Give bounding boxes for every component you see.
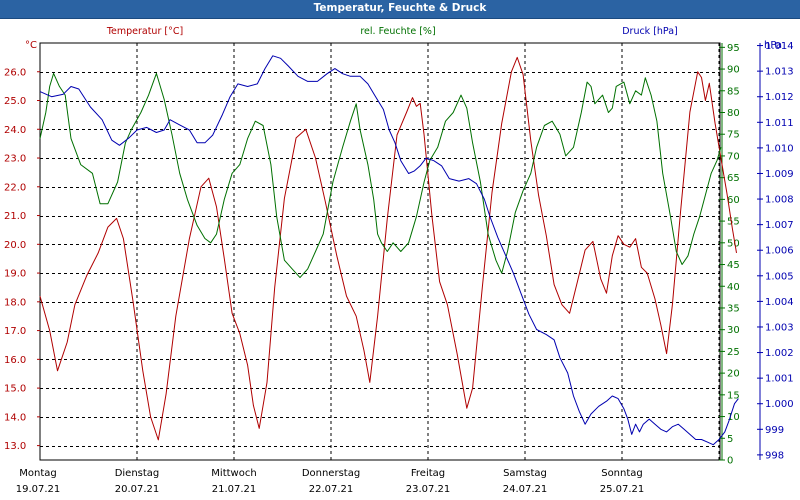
- temperature-tick-label: 21.0: [4, 211, 26, 222]
- temperature-tick-label: 14.0: [4, 412, 26, 423]
- pressure-series-line: [39, 55, 739, 446]
- pressure-axis-title: Druck [hPa]: [622, 26, 678, 37]
- humidity-axis-title: rel. Feuchte [%]: [360, 26, 435, 37]
- pressure-tick-label: 1.013: [765, 67, 794, 78]
- x-tick-date: 22.07.21: [309, 484, 354, 495]
- x-tick-date: 23.07.21: [406, 484, 451, 495]
- temperature-tick-label: 15.0: [4, 384, 26, 395]
- humidity-tick-label: 85: [727, 86, 740, 97]
- axis-labels: Temperatur [°C] rel. Feuchte [%] Druck [hP…: [16, 26, 678, 495]
- pressure-tick-label: 1.003: [765, 322, 794, 333]
- humidity-tick-label: 45: [727, 260, 740, 271]
- humidity-series-line: [39, 72, 722, 279]
- pressure-tick-label: 1.011: [765, 118, 794, 129]
- humidity-tick-label: 40: [727, 282, 740, 293]
- humidity-tick-label: 75: [727, 130, 740, 141]
- pressure-tick-label: 1.010: [765, 143, 794, 154]
- humidity-tick-label: 55: [727, 217, 740, 228]
- x-tick-day: Dienstag: [115, 468, 160, 479]
- grid-lines: [40, 43, 720, 460]
- pressure-tick-label: 1.000: [765, 399, 794, 410]
- temperature-tick-label: 16.0: [4, 355, 26, 366]
- humidity-tick-label: 90: [727, 65, 740, 76]
- pressure-tick-label: 1.014: [765, 41, 794, 52]
- temperature-tick-label: 18.0: [4, 297, 26, 308]
- humidity-tick-label: 65: [727, 173, 740, 184]
- x-tick-day: Mittwoch: [211, 468, 256, 479]
- x-tick-date: 24.07.21: [503, 484, 548, 495]
- pressure-tick-label: 1.004: [765, 297, 794, 308]
- x-tick-day: Montag: [19, 468, 56, 479]
- humidity-tick-label: 95: [727, 43, 740, 54]
- humidity-tick-label: 20: [727, 369, 740, 380]
- temperature-series-line: [39, 56, 737, 441]
- humidity-tick-label: 35: [727, 303, 740, 314]
- title-bar: Temperatur, Feuchte & Druck: [0, 0, 800, 19]
- humidity-tick-label: 15: [727, 390, 740, 401]
- x-tick-date: 21.07.21: [212, 484, 257, 495]
- x-tick-date: 25.07.21: [600, 484, 645, 495]
- temperature-tick-label: 24.0: [4, 125, 26, 136]
- pressure-tick-label: 1.012: [765, 92, 794, 103]
- temperature-tick-label: 25.0: [4, 96, 26, 107]
- temperature-tick-label: 20.0: [4, 240, 26, 251]
- humidity-tick-label: 80: [727, 108, 740, 119]
- axes: 13.0 14.0 15.0 16.0 17.0 18.0 19.0 20.0 21.0 22.0…: [4, 40, 794, 467]
- pressure-unit-label: hPa: [764, 40, 782, 51]
- x-tick-day: Donnerstag: [302, 468, 360, 479]
- pressure-tick-label: 1.002: [765, 348, 794, 359]
- x-tick-day: Sonntag: [601, 468, 643, 479]
- pressure-tick-label: 999: [765, 425, 784, 436]
- pressure-tick-label: 1.008: [765, 195, 794, 206]
- humidity-tick-label: 5: [727, 434, 733, 445]
- humidity-tick-label: 30: [727, 325, 740, 336]
- window-title: Temperatur, Feuchte & Druck: [313, 2, 487, 14]
- pressure-tick-label: 1.005: [765, 271, 794, 282]
- humidity-tick-label: 10: [727, 412, 740, 423]
- pressure-tick-label: 998: [765, 450, 784, 461]
- series-lines: [39, 55, 739, 446]
- x-tick-day: Samstag: [503, 468, 547, 479]
- pressure-tick-label: 1.007: [765, 220, 794, 231]
- humidity-tick-label: 60: [727, 195, 740, 206]
- humidity-tick-label: 50: [727, 238, 740, 249]
- temperature-tick-label: 23.0: [4, 154, 26, 165]
- pressure-tick-label: 1.009: [765, 169, 794, 180]
- temperature-tick-label: 22.0: [4, 182, 26, 193]
- pressure-tick-label: 1.001: [765, 374, 794, 385]
- x-tick-day: Freitag: [411, 468, 445, 479]
- temperature-tick-label: 26.0: [4, 67, 26, 78]
- temperature-tick-label: 13.0: [4, 441, 26, 452]
- plot-frame: [39, 42, 721, 461]
- temperature-tick-label: 17.0: [4, 326, 26, 337]
- humidity-tick-label: 0: [727, 456, 733, 467]
- humidity-tick-label: 70: [727, 151, 740, 162]
- x-tick-date: 19.07.21: [16, 484, 61, 495]
- temperature-tick-label: 19.0: [4, 269, 26, 280]
- humidity-tick-label: 25: [727, 347, 740, 358]
- temperature-axis-title: Temperatur [°C]: [106, 26, 183, 37]
- x-tick-date: 20.07.21: [115, 484, 160, 495]
- pressure-tick-label: 1.006: [765, 246, 794, 257]
- temperature-unit-label: °C: [25, 40, 37, 51]
